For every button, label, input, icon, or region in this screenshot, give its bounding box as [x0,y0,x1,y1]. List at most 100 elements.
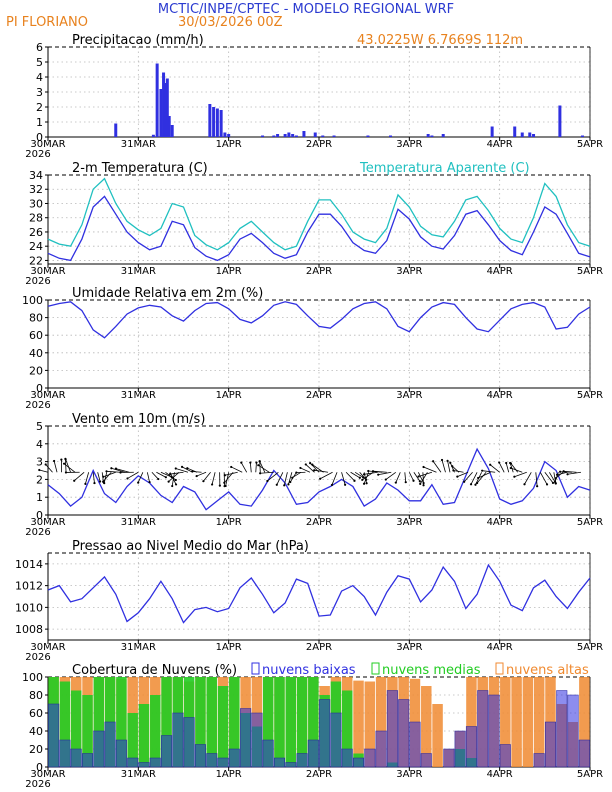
wind-barb-head [44,463,47,466]
wind-barb-head [202,480,205,483]
precip-bar [212,107,216,137]
cloud-bar-nuvens-baixas [330,712,342,768]
wind-barb-head [377,473,380,476]
wind-barb-head [422,465,425,469]
wind-barb-head [344,483,347,486]
wind-barb [103,471,116,478]
cloud-bar-nuvens-medias [229,677,240,767]
wind-barb [259,461,266,473]
wind-barb-head [456,475,459,478]
page-title: MCTIC/INPE/CPTEC - MODELO REGIONAL WRF [158,2,454,17]
y-tick-label: 30 [29,197,43,210]
cloud-bar-nuvens-baixas [556,690,568,768]
panel-title: Pressao ao Nivel Medio do Mar (hPa) [72,539,309,554]
cloud-bar-nuvens-baixas [420,753,432,768]
y-tick-label: 80 [29,689,43,702]
wind-barb-head [223,474,227,477]
precip-bar [261,135,265,137]
temperature-line [47,195,591,262]
wind-barb-head [259,472,262,475]
wind-barb [535,472,538,487]
cloud-bar-nuvens-medias [308,677,319,767]
cloud-bar-nuvens-baixas [183,717,195,768]
x-tick-label: 5APR [577,642,603,653]
wind-barb-head [64,458,67,461]
wind-barb-head [304,463,307,466]
precip-bar [163,83,167,137]
wind-barb-head [446,459,449,462]
wind-barb [203,472,211,482]
cloud-bar-nuvens-medias [274,677,285,767]
y-tick-label: 0 [36,382,43,395]
wind-barb-head [463,480,466,483]
cloud-bar-nuvens-baixas [59,739,71,768]
x-tick-label: 31MAR [121,390,156,401]
x-tick-label: 2APR [306,642,332,653]
wind-barb-head [361,478,364,481]
precip-bar [532,134,536,137]
precip-bar [170,125,174,137]
wind-barb [418,471,433,477]
cloud-bar-nuvens-altas [466,677,477,767]
cloud-bar-nuvens-baixas [240,708,252,768]
wind-barb-head [137,481,140,484]
wind-barb [350,471,361,479]
x-tick-label: 31MAR [121,517,156,528]
precip-bar [165,78,169,137]
wind-barb-head [258,460,261,463]
x-tick-label: 1APR [216,139,242,150]
precip-bar [558,105,562,137]
wind-barb [385,471,397,480]
wind-barb-head [418,480,421,483]
wind-barb [97,472,101,482]
cloud-bar-nuvens-medias [59,681,71,767]
cloud-bar-nuvens-altas [353,680,364,767]
wind-barb [300,467,311,473]
wind-barb-head [266,479,269,483]
apparent-temperature-line [47,177,591,251]
wind-barb [413,472,421,482]
cloud-bar-nuvens-baixas [409,721,421,768]
wind-barb-head [211,483,214,486]
wind-barb-head [505,461,508,465]
wind-barbs [38,457,582,488]
cloud-bar-nuvens-baixas [82,753,94,768]
wind-barb [249,462,252,473]
x-tick-label: 4APR [487,517,513,528]
wind-barb-head [102,480,105,483]
wind-barb [489,464,500,473]
cloud-bar-nuvens-baixas [206,753,218,768]
cloud-bar-nuvens-altas [432,704,443,767]
y-tick-label: 1 [36,116,43,129]
cloud-bar-nuvens-medias [206,677,217,767]
legend-apparent-temperature: Temperatura Aparente (C) [359,161,530,176]
x-tick-label: 4APR [487,642,513,653]
y-tick-label: 60 [29,329,43,342]
panel-precip [45,46,591,141]
wind-barb-head [255,461,258,464]
wind-barb-head [523,483,526,486]
wind-barb-head [394,481,397,484]
cloud-bar-nuvens-altas [511,677,522,767]
cloud-bar-nuvens-baixas [477,690,489,768]
cloud-bar-nuvens-altas [533,677,545,767]
wind-barb-head [164,476,167,479]
wind-barb-head [412,479,415,482]
wind-barb-head [60,458,63,461]
precip-bar [272,135,276,137]
wind-barb-head [249,461,252,464]
wind-barb [563,470,577,473]
y-tick-label: 60 [29,707,43,720]
y-tick-label: 2 [36,101,43,114]
cloud-bar-nuvens-baixas [499,744,511,768]
wind-barb [45,464,53,473]
cloud-bar-nuvens-baixas [307,739,319,768]
wind-barb-head [545,483,549,486]
cloud-bar-nuvens-baixas [161,735,173,768]
cloud-bar-nuvens-altas [375,677,387,767]
precip-bar [513,126,517,137]
x-tick-label: 31MAR [121,266,156,277]
wind-barb [211,472,216,485]
wind-barb-head [171,484,174,488]
